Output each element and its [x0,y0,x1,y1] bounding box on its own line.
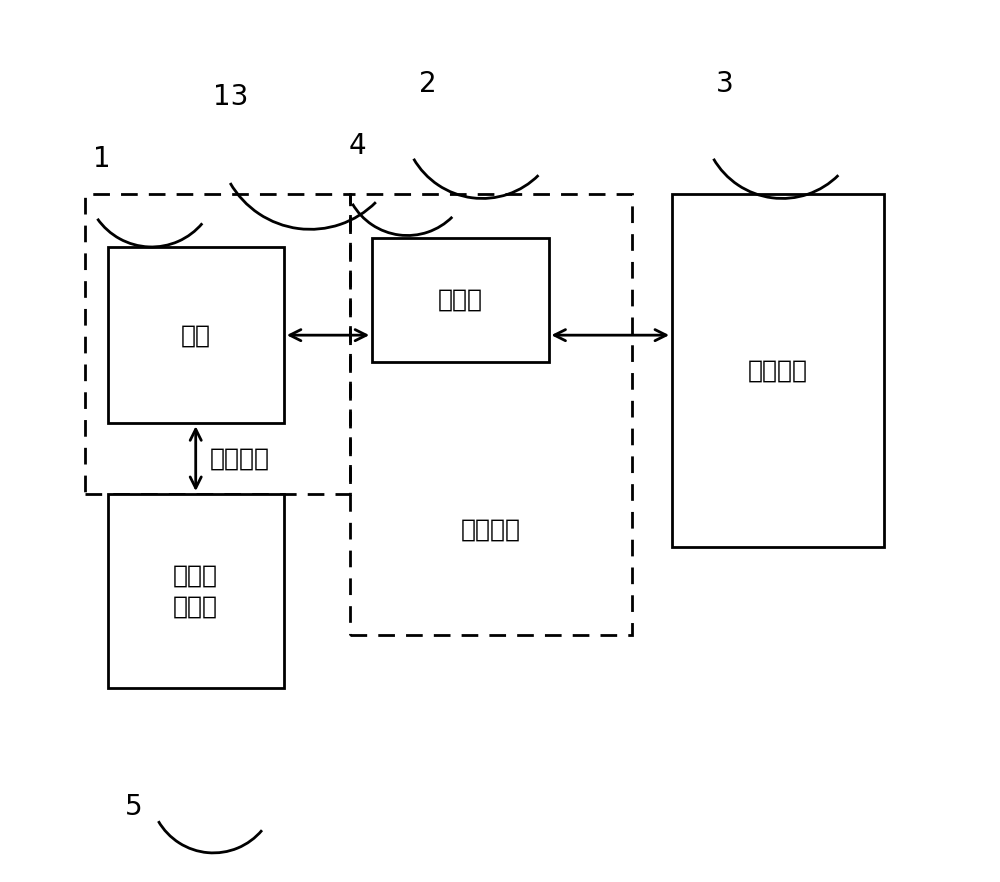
Text: 4: 4 [348,131,366,160]
Text: 3: 3 [716,70,734,98]
Text: 片盒升
降装置: 片盒升 降装置 [173,563,218,619]
Text: 装载腔室: 装载腔室 [210,446,270,471]
Bar [350,194,632,635]
Bar [108,494,284,688]
Text: 传输腔室: 传输腔室 [461,517,521,542]
Text: 5: 5 [125,793,143,821]
Bar [85,194,350,494]
Text: 机械手: 机械手 [438,288,483,312]
Text: 13: 13 [213,83,249,111]
Bar [372,238,549,362]
Text: 1: 1 [93,145,110,173]
Bar [108,247,284,423]
Text: 2: 2 [419,70,436,98]
Text: 反应腔室: 反应腔室 [748,358,808,383]
Bar [672,194,884,547]
Text: 片盒: 片盒 [181,323,211,348]
